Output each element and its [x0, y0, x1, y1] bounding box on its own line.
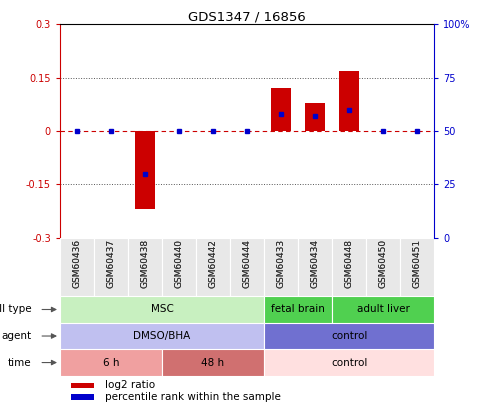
Text: percentile rank within the sample: percentile rank within the sample — [105, 392, 280, 402]
Text: cell type: cell type — [0, 305, 32, 315]
Bar — [60, 238, 94, 296]
Text: GSM60448: GSM60448 — [345, 239, 354, 288]
Text: time: time — [8, 358, 32, 368]
Bar — [298, 238, 332, 296]
Bar — [332, 238, 366, 296]
Bar — [60, 296, 264, 323]
Text: GSM60451: GSM60451 — [413, 239, 422, 288]
Bar — [94, 238, 128, 296]
Title: GDS1347 / 16856: GDS1347 / 16856 — [188, 10, 306, 23]
Text: adult liver: adult liver — [357, 305, 410, 315]
Bar — [128, 238, 162, 296]
Bar — [60, 323, 264, 349]
Text: GSM60434: GSM60434 — [310, 239, 319, 288]
Text: GSM60433: GSM60433 — [276, 239, 285, 288]
Bar — [162, 238, 196, 296]
Bar — [264, 238, 298, 296]
Text: GSM60433: GSM60433 — [276, 239, 285, 288]
Text: 48 h: 48 h — [202, 358, 225, 368]
Text: DMSO/BHA: DMSO/BHA — [133, 331, 191, 341]
Bar — [71, 394, 93, 400]
Text: GSM60436: GSM60436 — [72, 239, 81, 288]
Text: GSM60444: GSM60444 — [243, 239, 251, 288]
Bar — [264, 349, 434, 376]
Text: GSM60438: GSM60438 — [140, 239, 149, 288]
Bar — [162, 349, 264, 376]
Bar — [400, 238, 434, 296]
Bar — [71, 383, 93, 388]
Bar — [196, 238, 230, 296]
Bar — [230, 238, 264, 296]
Text: GSM60437: GSM60437 — [106, 239, 115, 288]
Text: control: control — [331, 358, 367, 368]
Bar — [332, 296, 434, 323]
Bar — [264, 296, 332, 323]
Text: GSM60438: GSM60438 — [140, 239, 149, 288]
Text: MSC: MSC — [151, 305, 173, 315]
Text: agent: agent — [1, 331, 32, 341]
Bar — [271, 88, 291, 131]
Text: log2 ratio: log2 ratio — [105, 380, 155, 390]
Text: GSM60450: GSM60450 — [379, 239, 388, 288]
Bar — [305, 102, 325, 131]
Bar — [366, 238, 400, 296]
Text: GSM60440: GSM60440 — [175, 239, 184, 288]
Text: 6 h: 6 h — [103, 358, 119, 368]
Bar — [339, 70, 359, 131]
Text: fetal brain: fetal brain — [271, 305, 325, 315]
Text: GSM60448: GSM60448 — [345, 239, 354, 288]
Bar — [264, 323, 434, 349]
Text: GSM60450: GSM60450 — [379, 239, 388, 288]
Text: GSM60436: GSM60436 — [72, 239, 81, 288]
Text: control: control — [331, 331, 367, 341]
Text: GSM60442: GSM60442 — [209, 239, 218, 288]
Bar — [60, 349, 162, 376]
Text: GSM60442: GSM60442 — [209, 239, 218, 288]
Text: GSM60444: GSM60444 — [243, 239, 251, 288]
Text: GSM60434: GSM60434 — [310, 239, 319, 288]
Text: GSM60437: GSM60437 — [106, 239, 115, 288]
Text: GSM60451: GSM60451 — [413, 239, 422, 288]
Bar — [135, 131, 155, 209]
Text: GSM60440: GSM60440 — [175, 239, 184, 288]
